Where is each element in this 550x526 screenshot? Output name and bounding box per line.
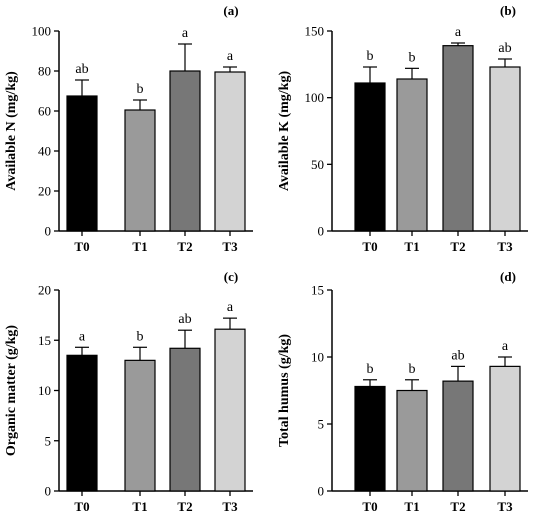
significance-label: a — [79, 329, 86, 344]
y-tick-label: 0 — [318, 224, 325, 239]
significance-label: b — [367, 49, 374, 64]
x-tick-label: T2 — [177, 499, 192, 514]
x-tick-label: T1 — [132, 239, 147, 254]
y-tick-label: 100 — [32, 24, 52, 39]
y-tick-label: 20 — [38, 184, 51, 199]
panel-label: (b) — [500, 3, 516, 18]
y-axis-title: Available N (mg/kg) — [4, 71, 19, 191]
bar-T2 — [169, 70, 201, 232]
panel-3: (c) 0 5 10 15 20 Organic matter (g/kg) a T0 b T1 ab… — [4, 269, 253, 514]
panel-4: (d) 0 5 10 15 Total humus (g/kg) b T0 b T1 ab T2 a T3 — [277, 269, 528, 514]
significance-label: ab — [75, 62, 88, 77]
bar-T3 — [489, 365, 521, 492]
y-tick-label: 10 — [38, 383, 51, 398]
y-tick-label: 80 — [38, 64, 51, 79]
x-tick-label: T0 — [74, 499, 89, 514]
x-tick-label: T3 — [222, 499, 238, 514]
bar-T1 — [124, 109, 156, 232]
y-tick-label: 10 — [311, 350, 324, 365]
x-tick-label: T0 — [362, 239, 377, 254]
significance-label: a — [227, 49, 234, 64]
x-tick-label: T3 — [497, 499, 513, 514]
significance-label: b — [409, 362, 416, 377]
x-tick-label: T2 — [177, 239, 192, 254]
significance-label: a — [502, 339, 509, 354]
y-tick-label: 0 — [45, 224, 52, 239]
x-tick-label: T0 — [74, 239, 89, 254]
y-tick-label: 5 — [318, 417, 325, 432]
bar-T3 — [214, 71, 246, 232]
bar-T1 — [396, 78, 428, 232]
significance-label: ab — [178, 312, 191, 327]
panel-label: (c) — [224, 269, 238, 284]
x-tick-label: T1 — [404, 239, 419, 254]
panel-label: (d) — [500, 269, 516, 284]
x-tick-label: T1 — [132, 499, 147, 514]
y-tick-label: 5 — [45, 433, 52, 448]
x-tick-label: T1 — [404, 499, 419, 514]
y-tick-label: 50 — [311, 157, 324, 172]
y-tick-label: 100 — [305, 90, 325, 105]
x-tick-label: T0 — [362, 499, 377, 514]
y-tick-label: 20 — [38, 283, 51, 298]
significance-label: ab — [498, 41, 511, 56]
significance-label: a — [182, 26, 189, 41]
y-tick-label: 0 — [45, 484, 52, 499]
bar-T3 — [489, 66, 521, 232]
bar-T3 — [214, 328, 246, 492]
y-tick-label: 40 — [38, 144, 51, 159]
panel-1: (a) 0 20 40 60 80 100 Available N (mg/kg) ab T0 b T… — [4, 3, 253, 254]
significance-label: ab — [451, 348, 464, 363]
bar-T2 — [442, 45, 474, 232]
bar-T1 — [396, 389, 428, 492]
bar-T1 — [124, 359, 156, 492]
x-tick-label: T2 — [450, 499, 465, 514]
significance-label: b — [367, 362, 374, 377]
panel-label: (a) — [223, 3, 238, 18]
bar-T0 — [354, 385, 386, 492]
y-axis-title: Total humus (g/kg) — [277, 334, 292, 447]
panel-2: (b) 0 50 100 150 Available K (mg/kg) b T0 b T1 a T2… — [277, 3, 528, 254]
y-tick-label: 0 — [318, 484, 325, 499]
y-tick-label: 15 — [38, 333, 51, 348]
bar-T2 — [169, 347, 201, 492]
significance-label: a — [455, 25, 462, 40]
y-axis-title: Organic matter (g/kg) — [4, 325, 19, 456]
y-tick-label: 150 — [305, 24, 325, 39]
bar-T2 — [442, 380, 474, 492]
y-tick-label: 15 — [311, 283, 324, 298]
bar-T0 — [66, 95, 98, 232]
significance-label: a — [227, 300, 234, 315]
y-tick-label: 60 — [38, 104, 51, 119]
significance-label: b — [137, 82, 144, 97]
x-tick-label: T3 — [497, 239, 513, 254]
bar-T0 — [66, 354, 98, 492]
x-tick-label: T3 — [222, 239, 238, 254]
y-axis-title: Available K (mg/kg) — [277, 71, 292, 192]
bar-T0 — [354, 82, 386, 232]
significance-label: b — [137, 329, 144, 344]
x-tick-label: T2 — [450, 239, 465, 254]
significance-label: b — [409, 50, 416, 65]
